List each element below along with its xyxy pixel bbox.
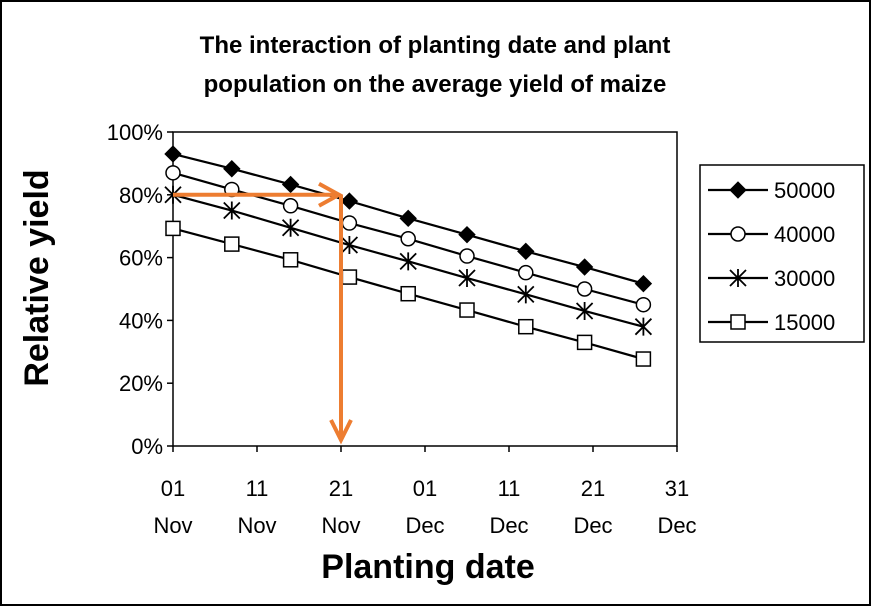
data-point [340, 192, 359, 210]
x-axis: 01 Nov 11 Nov 21 Nov 01 Dec 11 Dec 21 Dec 31 Dec [153, 446, 697, 538]
x-tick-month-label: Dec [573, 513, 612, 538]
data-point [729, 269, 747, 287]
data-point [458, 225, 476, 244]
annotation-layer [173, 182, 353, 445]
series-layer [164, 145, 653, 367]
data-point [576, 281, 593, 297]
data-point [400, 285, 416, 302]
data-point [729, 181, 747, 199]
data-point [575, 301, 594, 320]
data-point [634, 274, 653, 293]
x-tick-day-label: 01 [161, 476, 185, 501]
data-point [399, 252, 417, 271]
data-point [518, 318, 534, 335]
data-point [634, 317, 653, 336]
data-point [223, 201, 241, 220]
x-tick-day-label: 21 [581, 476, 605, 501]
chart-title-line-1: The interaction of planting date and pla… [200, 32, 671, 59]
data-point [399, 209, 417, 228]
data-point [517, 285, 535, 304]
legend-item-50000: 50000 [708, 178, 835, 203]
legend-item-40000: 40000 [708, 222, 835, 247]
data-point [635, 351, 652, 367]
data-point [459, 302, 475, 318]
data-point [164, 145, 182, 163]
legend-item-30000: 30000 [708, 266, 835, 291]
y-tick-label: 0% [131, 434, 163, 459]
x-tick-day-label: 11 [498, 476, 521, 501]
data-point [282, 198, 299, 214]
data-point [224, 236, 240, 252]
data-point [518, 264, 534, 281]
x-tick-month-label: Dec [657, 513, 696, 538]
legend-label: 50000 [774, 178, 835, 203]
legend-label: 40000 [774, 222, 835, 247]
x-tick-day-label: 31 [665, 476, 689, 501]
legend-label: 15000 [774, 310, 835, 335]
plot-area [172, 131, 678, 447]
y-axis: 0% 20% 40% 60% 80% 100% [107, 120, 173, 459]
data-point [282, 252, 299, 268]
data-point [635, 296, 652, 313]
data-point [341, 215, 358, 231]
data-point [165, 220, 181, 237]
data-point [517, 242, 535, 261]
x-axis-title: Planting date [321, 548, 534, 586]
series-30000 [164, 185, 653, 336]
data-point [575, 258, 594, 276]
x-tick-day-label: 21 [329, 476, 353, 501]
data-point [458, 269, 476, 288]
data-point [165, 165, 181, 181]
y-tick-label: 60% [119, 246, 163, 271]
x-tick-day-label: 01 [413, 476, 437, 501]
data-point [340, 236, 359, 255]
x-tick-month-label: Nov [153, 513, 192, 538]
data-point [730, 226, 746, 242]
x-tick-month-label: Nov [321, 513, 360, 538]
annotation-vertical-arrowhead [329, 419, 353, 445]
data-point [400, 231, 416, 247]
y-tick-label: 40% [119, 308, 163, 333]
legend-label: 30000 [774, 266, 835, 291]
x-tick-month-label: Dec [405, 513, 444, 538]
data-point [459, 248, 475, 264]
data-point [341, 269, 358, 285]
data-point [281, 175, 300, 194]
x-tick-day-label: 11 [246, 476, 269, 501]
chart-title-line-2: population on the average yield of maize [204, 71, 667, 98]
y-axis-title: Relative yield [18, 169, 56, 386]
data-point [223, 160, 241, 178]
y-tick-label: 80% [119, 183, 163, 208]
series-40000 [165, 165, 652, 313]
data-point [281, 218, 300, 237]
y-tick-label: 20% [119, 371, 163, 396]
series-50000 [164, 145, 653, 293]
x-tick-month-label: Nov [237, 513, 276, 538]
data-point [576, 334, 593, 351]
legend-item-15000: 15000 [708, 310, 835, 335]
data-point [730, 314, 746, 330]
y-tick-label: 100% [107, 120, 163, 145]
legend-box [699, 164, 865, 343]
x-tick-month-label: Dec [489, 513, 528, 538]
legend: 50000 40000 30000 15000 [699, 164, 865, 343]
series-15000 [165, 220, 652, 367]
